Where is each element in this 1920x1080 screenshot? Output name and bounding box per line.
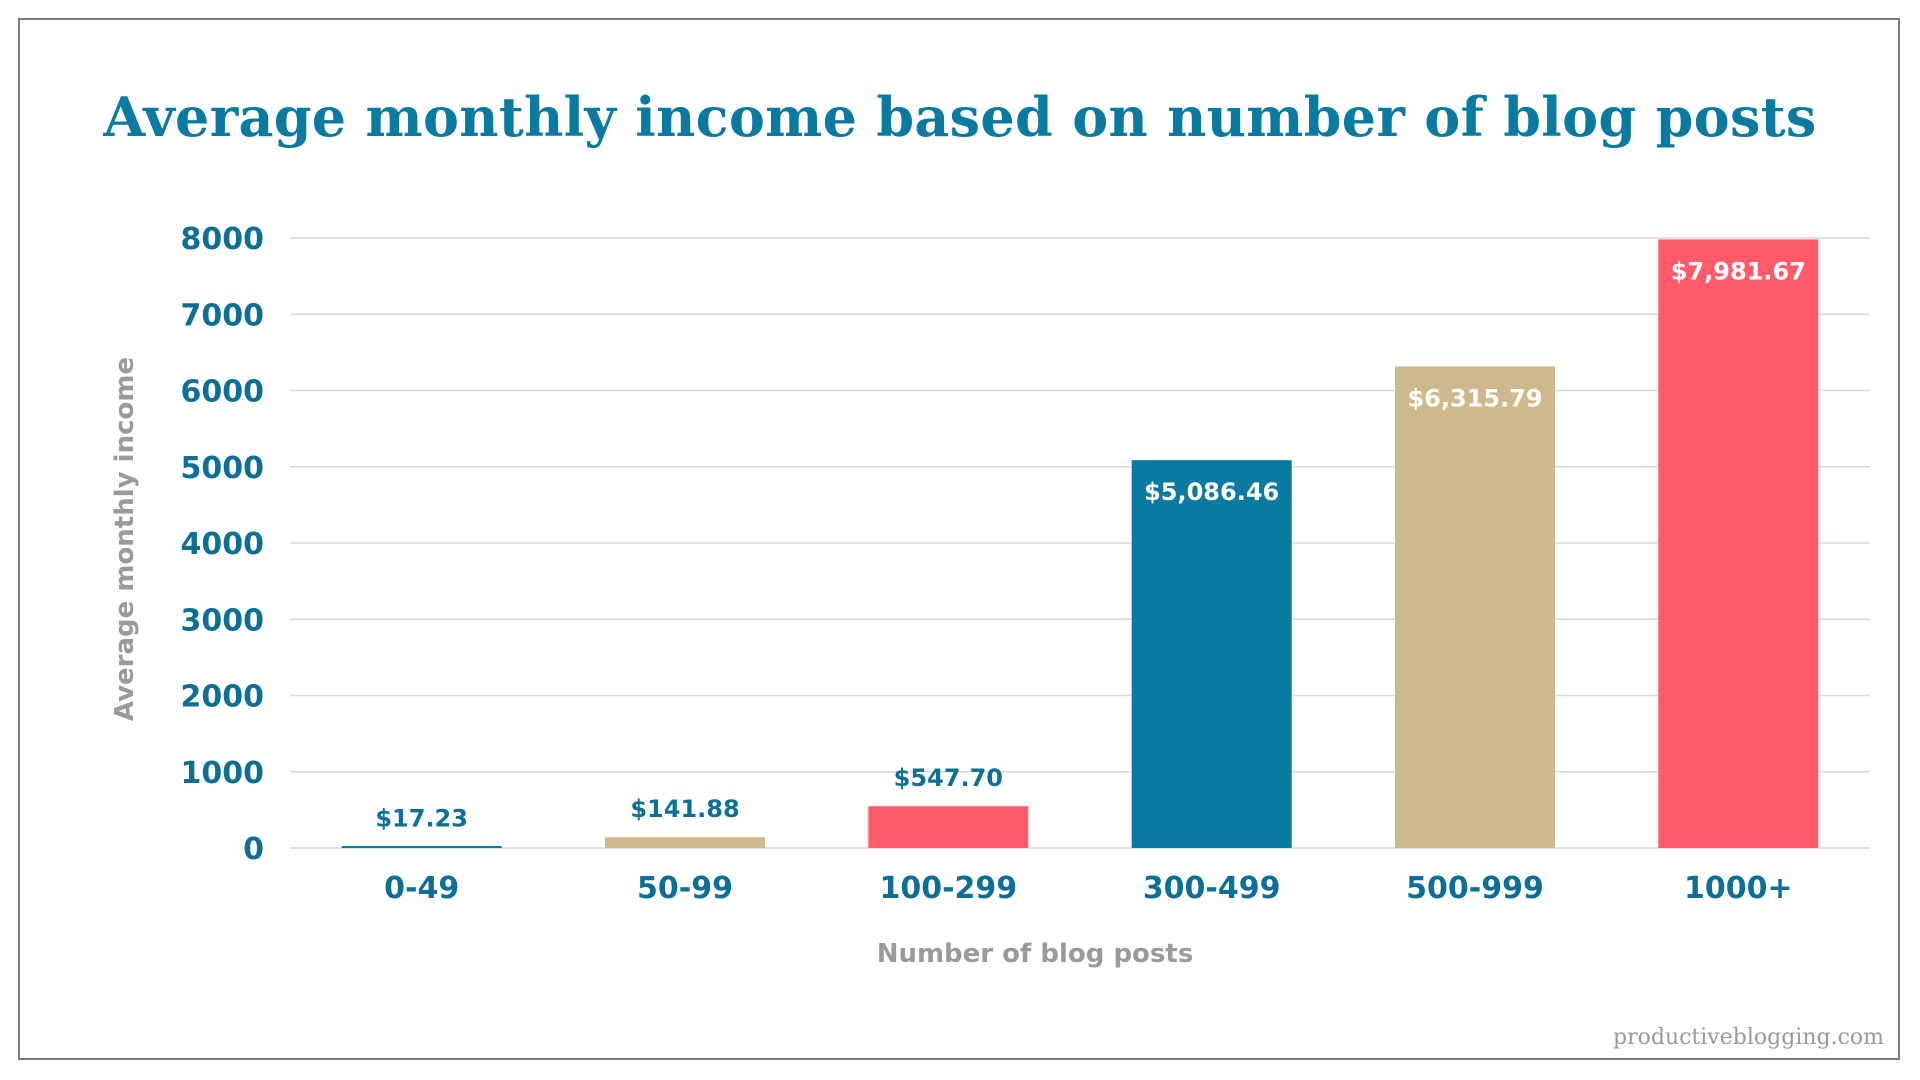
x-tick-label: 500-999 bbox=[1406, 871, 1544, 906]
bar bbox=[1131, 460, 1292, 848]
y-tick-label: 1000 bbox=[181, 756, 265, 791]
bar-value-label: $7,981.67 bbox=[1671, 257, 1806, 285]
y-axis-title: Average monthly income bbox=[110, 357, 140, 721]
y-tick-label: 2000 bbox=[181, 680, 265, 715]
bar bbox=[605, 837, 765, 848]
bar-value-label: $141.88 bbox=[630, 795, 739, 823]
bar bbox=[341, 846, 502, 848]
x-axis-title: Number of blog posts bbox=[877, 939, 1194, 969]
y-tick-label: 5000 bbox=[181, 451, 265, 486]
chart-frame bbox=[18, 18, 1900, 1060]
x-tick-label: 1000+ bbox=[1684, 871, 1793, 906]
bar-value-label: $6,315.79 bbox=[1407, 384, 1542, 412]
x-tick-label: 100-299 bbox=[879, 871, 1017, 906]
bar bbox=[1658, 239, 1819, 849]
y-tick-label: 0 bbox=[243, 832, 264, 867]
y-tick-label: 3000 bbox=[181, 603, 265, 638]
x-tick-label: 300-499 bbox=[1143, 871, 1281, 906]
bar-data-labels: $17.23 $141.88 $547.70 $5,086.46 $6,315.79 $7… bbox=[375, 257, 1806, 832]
chart-title: Average monthly income based on number o… bbox=[103, 85, 1817, 149]
y-tick-label: 8000 bbox=[181, 222, 265, 257]
y-tick-label: 4000 bbox=[181, 527, 265, 562]
y-tick-label: 6000 bbox=[181, 375, 265, 410]
bar-value-label: $547.70 bbox=[894, 764, 1003, 792]
bar bbox=[868, 806, 1029, 848]
bar-value-label: $5,086.46 bbox=[1144, 478, 1279, 506]
gridlines bbox=[290, 237, 1870, 849]
y-tick-label: 7000 bbox=[181, 298, 265, 333]
bar-value-label: $17.23 bbox=[375, 805, 468, 833]
y-axis-ticks: 0 1000 2000 3000 4000 5000 6000 7000 8000 bbox=[181, 222, 265, 867]
x-axis-ticks: 0-49 50-99 100-299 300-499 500-999 1000+ bbox=[384, 871, 1793, 906]
x-tick-label: 50-99 bbox=[637, 871, 733, 906]
bar bbox=[1395, 366, 1555, 848]
x-tick-label: 0-49 bbox=[384, 871, 459, 906]
bars bbox=[341, 239, 1819, 849]
watermark: productiveblogging.com bbox=[1613, 1025, 1884, 1050]
